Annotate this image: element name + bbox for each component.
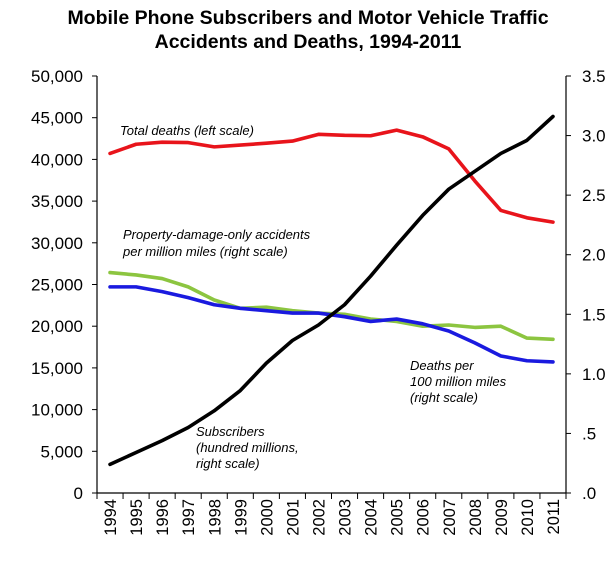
x-tick-label: 1995 (128, 499, 146, 536)
x-tick-label: 2011 (545, 499, 563, 534)
title-line-1: Mobile Phone Subscribers and Motor Vehic… (67, 7, 548, 29)
left-tick-label: 0 (74, 484, 83, 503)
title-line-2: Accidents and Deaths, 1994-2011 (155, 31, 462, 53)
series-lines (108, 114, 555, 467)
left-tick-label: 35,000 (31, 192, 83, 211)
series-label: Deaths per (410, 358, 474, 373)
series-label: Property-damage-only accidents (123, 227, 311, 242)
x-tick-label: 2002 (310, 499, 328, 536)
series-labels: Total deaths (left scale) Property-damage… (120, 123, 507, 471)
left-tick-label: 45,000 (31, 109, 83, 128)
left-tick-label: 30,000 (31, 234, 83, 253)
x-tick-label: 2008 (467, 499, 485, 536)
left-tick-label: 10,000 (31, 401, 83, 420)
series-label: (hundred millions, (196, 440, 299, 455)
series-line-total-deaths (108, 128, 555, 224)
left-tick-label: 15,000 (31, 359, 83, 378)
right-tick-label: 3.5 (582, 67, 606, 86)
x-tick-label: 2005 (389, 499, 407, 536)
x-tick-label: 2010 (519, 499, 537, 536)
x-tick-label: 2004 (363, 499, 381, 536)
x-tick-label: 2001 (284, 499, 302, 536)
right-tick-label: 1.0 (582, 365, 606, 384)
chart-title: Mobile Phone Subscribers and Motor Vehic… (67, 7, 548, 53)
series-label: per million miles (right scale) (122, 244, 288, 259)
series-line-subscribers (108, 114, 555, 467)
x-tick-label: 1999 (232, 499, 250, 536)
x-tick-label: 1996 (154, 499, 172, 536)
series-line-deaths-per-100-million-miles (108, 285, 555, 364)
right-tick-label: 1.5 (582, 305, 606, 324)
right-tick-label: .5 (582, 424, 596, 443)
series-line-property-damage-only-accidents-per-million-miles (108, 270, 555, 342)
series-label: Total deaths (left scale) (120, 123, 254, 138)
right-tick-label: 2.5 (582, 186, 606, 205)
series-label: (right scale) (410, 390, 478, 405)
right-tick-label: 2.0 (582, 246, 606, 265)
left-tick-label: 40,000 (31, 150, 83, 169)
x-tick-label: 2009 (493, 499, 511, 536)
left-tick-label: 20,000 (31, 317, 83, 336)
x-tick-label: 2006 (415, 499, 433, 536)
axes: 0 5,000 10,000 15,000 20,000 25,000 30,000 35,0… (31, 67, 606, 536)
x-tick-label: 2007 (441, 499, 459, 536)
right-tick-label: .0 (582, 484, 596, 503)
x-tick-label: 1998 (206, 499, 224, 536)
x-tick-label: 2003 (337, 499, 355, 536)
x-tick-label: 1994 (102, 499, 120, 536)
left-tick-label: 50,000 (31, 67, 83, 86)
left-tick-label: 25,000 (31, 276, 83, 295)
series-label: right scale) (196, 456, 260, 471)
x-tick-label: 2000 (258, 499, 276, 536)
series-label: Subscribers (196, 424, 265, 439)
x-tick-label: 1997 (180, 499, 198, 536)
series-label: 100 million miles (410, 374, 507, 389)
right-tick-label: 3.0 (582, 127, 606, 146)
left-tick-label: 5,000 (40, 442, 83, 461)
